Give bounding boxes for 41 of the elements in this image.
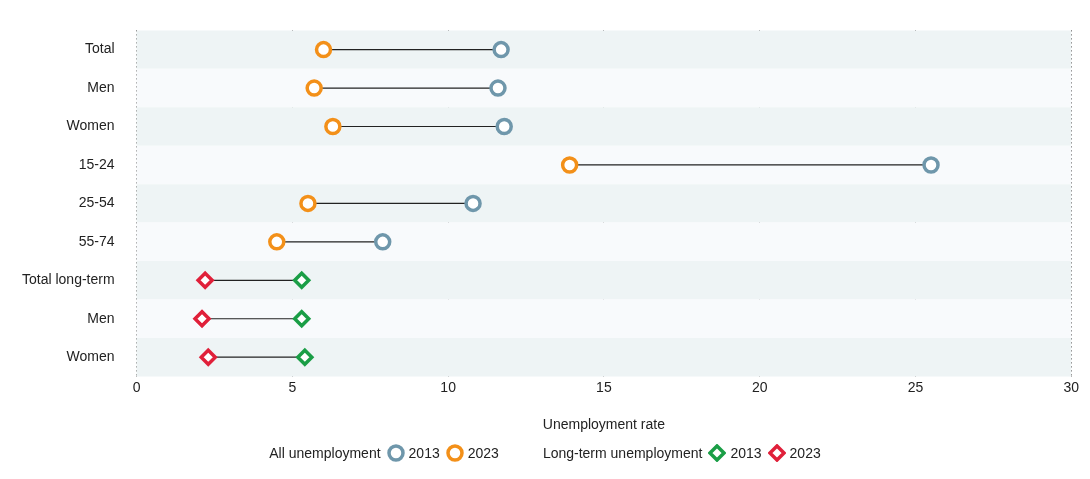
x-tick-label: 30 xyxy=(1063,378,1080,395)
y-tick-label: Total xyxy=(85,40,115,57)
x-tick-label: 0 xyxy=(132,378,141,395)
text: All unemployment xyxy=(269,445,381,461)
point xyxy=(299,194,317,213)
point xyxy=(922,156,940,174)
point xyxy=(193,309,211,328)
point xyxy=(305,79,323,97)
x-tick-label: 15 xyxy=(596,378,612,395)
x-tick-label: 20 xyxy=(751,378,768,395)
point xyxy=(495,117,513,136)
point xyxy=(292,271,311,290)
point xyxy=(314,40,333,59)
point xyxy=(373,233,392,251)
point xyxy=(296,348,314,366)
y-tick-label: Women xyxy=(66,348,115,365)
legend-label: 2013 xyxy=(730,445,762,461)
x-tick-label: 10 xyxy=(440,378,457,395)
point xyxy=(464,194,482,213)
point xyxy=(489,79,507,97)
point xyxy=(324,117,342,136)
y-tick-label: 15-24 xyxy=(78,155,115,172)
x-tick-label: 5 xyxy=(288,378,297,395)
point xyxy=(196,271,214,290)
point xyxy=(292,309,311,328)
point xyxy=(560,156,579,174)
y-tick-label: 25-54 xyxy=(78,194,115,211)
x-tick-label: 25 xyxy=(907,378,924,395)
y-tick-label: Total long-term xyxy=(22,271,115,288)
point xyxy=(492,40,510,59)
point xyxy=(268,233,286,251)
legend-label: 2013 xyxy=(408,445,440,461)
y-tick-label: Men xyxy=(87,78,115,95)
legend-label: 2023 xyxy=(467,445,499,461)
y-tick-label: Men xyxy=(87,309,115,326)
y-tick-label: Women xyxy=(66,117,115,134)
point xyxy=(199,348,217,366)
y-tick-label: 55-74 xyxy=(78,232,115,249)
text: Long-term unemployment xyxy=(542,445,703,461)
x-axis-title: Unemployment rate xyxy=(542,416,666,433)
legend-label: 2023 xyxy=(789,445,821,461)
